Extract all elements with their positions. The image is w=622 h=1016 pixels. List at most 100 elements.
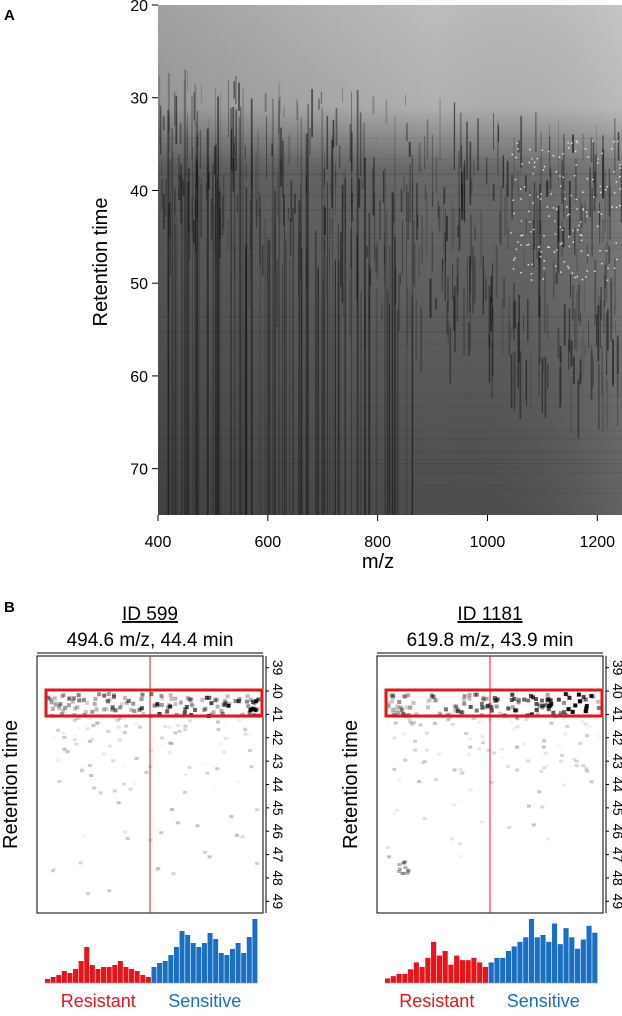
intensity-cell [526,698,531,703]
noise-dot [606,279,609,282]
intensity-cell [106,699,111,704]
intensity-cell [225,694,230,699]
intensity-cell [426,705,431,710]
intensity-cell [183,728,188,732]
bar [123,967,129,983]
noise-dot [531,263,533,266]
y-tick-label: 40 [130,183,148,200]
intensity-cell [50,869,55,873]
intensity-cell [233,699,238,704]
intensity-cell [92,701,97,706]
intensity-cell [450,723,455,727]
noise-dot [615,181,618,183]
intensity-cell [460,771,465,775]
intensity-cell [597,737,601,740]
intensity-cell [467,692,472,697]
intensity-cell [391,812,395,815]
bar [557,944,563,983]
bar [117,961,123,983]
intensity-cell [492,751,497,755]
intensity-cell [397,870,402,874]
noise-dot [613,140,615,143]
intensity-cell [584,767,589,771]
intensity-cell [56,758,61,762]
y-tick-label: 44 [270,777,286,793]
intensity-cell [56,728,61,732]
bar [471,957,477,983]
y-tick-label: 48 [610,870,622,886]
intensity-cell [567,695,572,700]
noise-dot [521,234,524,237]
noise-dot [600,213,603,215]
noise-dot [559,226,562,228]
noise-dot [511,153,514,156]
intensity-cell [126,698,131,703]
intensity-cell [111,694,116,699]
intensity-cell [535,712,540,717]
intensity-cell [215,704,220,709]
intensity-cell [128,787,133,791]
bar [390,976,396,983]
intensity-cell [541,745,546,749]
intensity-cell [60,694,65,699]
intensity-cell [209,701,214,706]
intensity-cell [572,757,577,761]
intensity-cell [506,706,511,711]
intensity-cell [516,699,521,704]
y-axis-label: Retention time [90,198,112,327]
y-tick-label: 43 [610,753,622,769]
noise-dot [559,185,562,187]
intensity-cell [220,711,225,716]
noise-dot [510,232,512,234]
intensity-cell [105,698,110,703]
noise-dot [582,209,585,211]
intensity-cell [516,697,521,702]
x-tick-label: 1200 [579,534,615,551]
intensity-cell [498,711,503,716]
intensity-cell [584,703,589,708]
intensity-cell [403,866,408,870]
intensity-cell [583,708,588,713]
intensity-cell [500,747,505,751]
noise-dot [527,264,530,266]
intensity-cell [129,707,134,712]
intensity-cell [551,710,556,715]
noise-dot [601,152,604,155]
intensity-cell [79,769,84,773]
intensity-cell [122,695,127,700]
noise-dot [574,150,577,153]
x-tick-label: 400 [145,534,172,551]
intensity-cell [479,820,484,824]
intensity-cell [559,754,564,758]
intensity-cell [200,698,205,703]
intensity-cell [195,824,200,828]
intensity-cell [418,723,423,727]
noise-dot [561,242,563,244]
noise-dot [539,198,542,200]
intensity-cell [537,703,542,708]
noise-dot [548,215,550,217]
bar [151,967,157,983]
noise-dot [617,140,619,143]
intensity-cell [245,694,250,699]
intensity-cell [167,741,172,745]
intensity-cell [389,699,394,704]
intensity-cell [72,738,77,742]
noise-dot [514,257,516,259]
intensity-cell [481,697,486,702]
intensity-cell [557,744,562,748]
bar [419,967,425,983]
intensity-cell [531,823,536,827]
intensity-cell [401,861,406,865]
noise-dot [574,276,576,279]
intensity-cell [424,731,429,735]
intensity-cell [125,836,130,840]
intensity-cell [473,692,478,697]
noise-dot [533,161,536,164]
intensity-cell [556,697,561,702]
intensity-cell [256,697,261,702]
y-tick-label: 44 [610,777,622,793]
feature-title: ID 1181 [457,604,522,625]
intensity-cell [159,831,164,835]
